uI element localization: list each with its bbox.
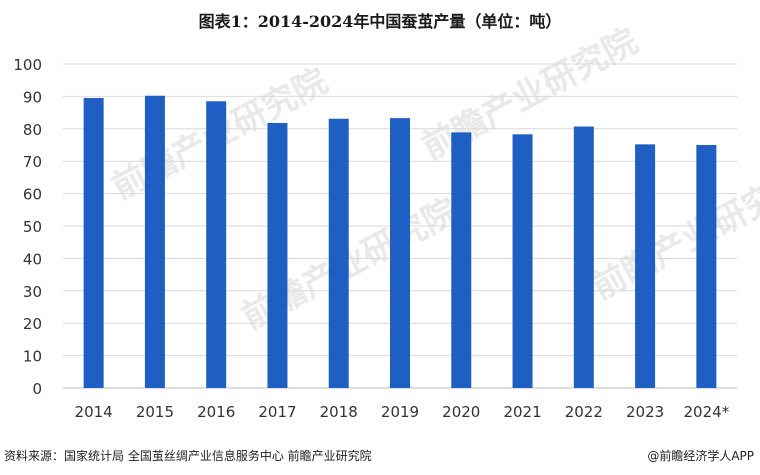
bars — [83, 95, 717, 389]
bar-2023 — [635, 144, 656, 388]
y-tick-label: 40 — [23, 250, 42, 268]
bar-chart: 前瞻产业研究院前瞻产业研究院前瞻产业研究院前瞻产业研究院 01020304050… — [13, 21, 760, 421]
y-tick-label: 30 — [23, 283, 42, 301]
y-tick-label: 100 — [13, 56, 42, 74]
bar-2018 — [328, 118, 349, 389]
bar-2024star — [696, 145, 717, 388]
bar-2019 — [390, 118, 410, 388]
y-tick-label: 50 — [23, 218, 42, 236]
watermark-text: 前瞻产业研究院 — [585, 161, 760, 308]
x-tick-label: 2023 — [626, 403, 664, 421]
x-tick-label: 2021 — [503, 403, 541, 421]
y-tick-label: 60 — [23, 186, 42, 204]
y-tick-label: 10 — [23, 348, 42, 366]
x-tick-label: 2016 — [197, 403, 235, 421]
y-tick-label: 90 — [23, 88, 42, 106]
x-tick-label: 2018 — [320, 403, 358, 421]
y-tick-label: 0 — [32, 380, 42, 398]
x-tick-label: 2017 — [258, 403, 296, 421]
bar-2016 — [206, 101, 227, 388]
bar-2021 — [512, 134, 533, 388]
x-tick-label: 2024* — [684, 403, 730, 421]
x-axis-ticks: 2014 2015 2016 2017 2018 2019 2020 2021 2022 2023… — [75, 403, 730, 421]
y-tick-label: 70 — [23, 153, 42, 171]
bar-2014 — [83, 98, 104, 389]
y-tick-label: 80 — [23, 121, 42, 139]
credit-note: @前瞻经济学人APP — [647, 449, 754, 463]
x-tick-label: 2020 — [442, 403, 480, 421]
x-tick-label: 2014 — [75, 403, 113, 421]
y-axis-ticks: 0 10 20 30 40 50 60 70 80 90 100 — [13, 56, 42, 398]
x-tick-label: 2022 — [565, 403, 603, 421]
bar-2015 — [144, 95, 165, 388]
x-tick-label: 2015 — [136, 403, 174, 421]
bar-2022 — [573, 126, 594, 389]
y-tick-label: 20 — [23, 315, 42, 333]
bar-2020 — [451, 132, 472, 388]
x-tick-label: 2019 — [381, 403, 419, 421]
bar-2017 — [267, 122, 288, 388]
chart-title: 图表1：2014-2024年中国蚕茧产量（单位：吨） — [198, 12, 562, 31]
source-note: 资料来源：国家统计局 全国茧丝绸产业信息服务中心 前瞻产业研究院 — [4, 449, 372, 463]
